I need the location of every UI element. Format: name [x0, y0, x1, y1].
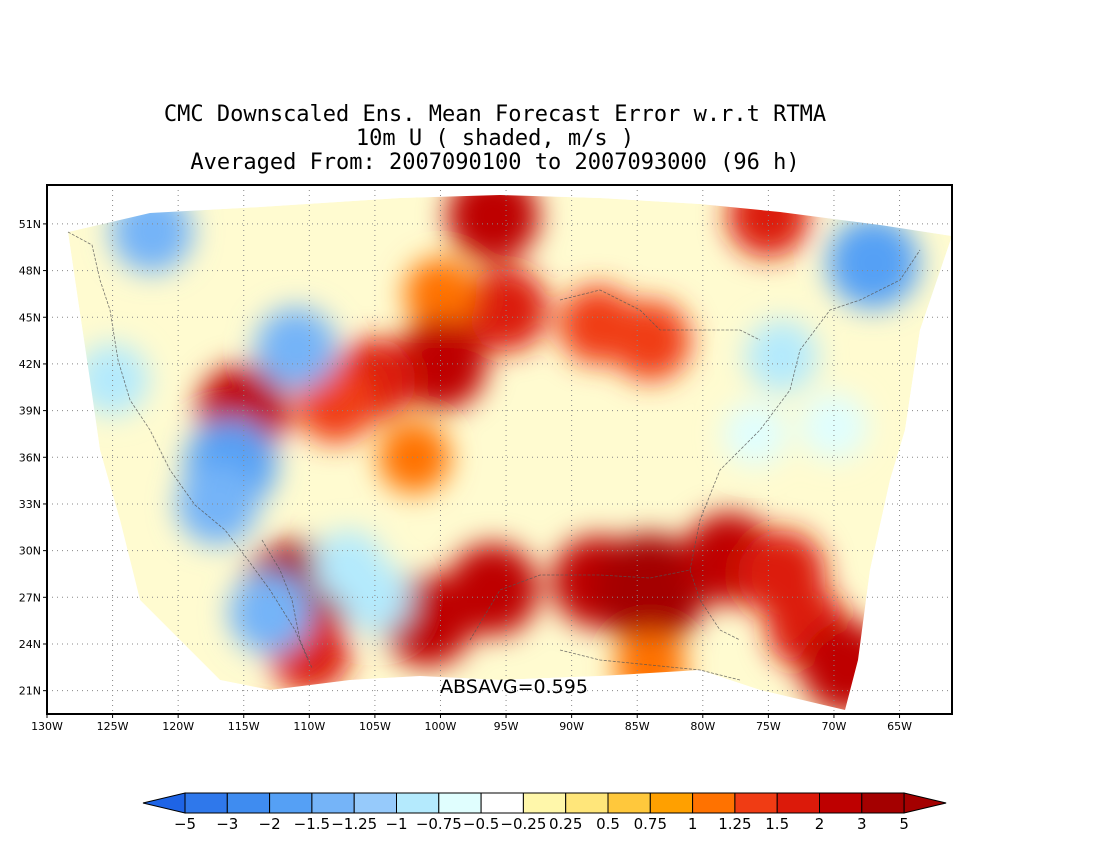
colorbar-label: −1.5	[294, 815, 330, 833]
title-line-3: Averaged From: 2007090100 to 2007093000 …	[190, 150, 800, 175]
colorbar-box	[522, 792, 567, 814]
colorbar-label: 5	[899, 815, 909, 833]
colorbar-box	[311, 792, 355, 814]
colorbar-box	[649, 792, 694, 814]
field-blob	[723, 401, 788, 466]
lat-tick-label: 48N	[19, 265, 41, 278]
lon-tick-label: 95W	[494, 720, 519, 733]
lon-tick-label: 90W	[559, 720, 584, 733]
colorbar-label: −5	[174, 815, 196, 833]
caribbean-line	[559, 649, 741, 681]
title-line-1: CMC Downscaled Ens. Mean Forecast Error …	[163, 102, 827, 127]
colorbar-label: 3	[857, 815, 867, 833]
colorbar-label: 0.5	[596, 815, 620, 833]
lon-tick-label: 115W	[228, 720, 260, 733]
lat-tick-label: 21N	[19, 685, 41, 698]
field-blob	[404, 257, 477, 330]
lon-tick-label: 100W	[425, 720, 457, 733]
absavg-label: ABSAVG=0.595	[440, 676, 588, 698]
field-blob	[228, 571, 311, 654]
map-frame	[46, 184, 953, 715]
west-coast-line	[67, 231, 309, 661]
lat-tick-label: 30N	[19, 545, 41, 558]
lat-tick-label: 36N	[19, 451, 41, 464]
colorbar-box	[776, 792, 821, 814]
great-lakes-line	[559, 289, 761, 341]
gulf-coast-line	[469, 569, 741, 641]
coastlines	[67, 231, 921, 681]
field-blob	[378, 421, 451, 494]
colorbar-label: −2	[259, 815, 281, 833]
east-coast-line	[689, 249, 921, 571]
colorbar-label: −0.75	[416, 815, 462, 833]
field-blob	[727, 195, 810, 258]
lat-tick-label: 51N	[19, 218, 41, 231]
field-blob	[610, 300, 691, 381]
lon-tick-label: 75W	[756, 720, 781, 733]
colorbar-box	[819, 792, 863, 814]
colorbar-box	[226, 792, 271, 814]
colorbar-label: 1.5	[765, 815, 789, 833]
field-blob	[594, 533, 707, 646]
colorbar-box	[184, 792, 228, 814]
colorbar-box	[396, 792, 440, 814]
field-blob	[800, 392, 868, 460]
lat-tick-label: 27N	[19, 591, 41, 604]
colorbar-box	[565, 792, 609, 814]
colorbar-box	[692, 792, 736, 814]
lat-tick-label: 45N	[19, 311, 41, 324]
lon-tick-label: 130W	[31, 720, 63, 733]
colorbar-arrow-left	[142, 792, 186, 814]
lon-tick-label: 70W	[822, 720, 847, 733]
lat-tick-label: 33N	[19, 498, 41, 511]
colorbar-label: 0.75	[634, 815, 667, 833]
colorbar-label: 2	[815, 815, 825, 833]
field-blob	[338, 561, 411, 634]
longitude-labels: 130W 125W 120W 115W 110W 105W 100W 95W 90W 85W 80W…	[31, 714, 912, 733]
colorbar: −5 −3 −2 −1.5 −1.25 −1 −0.75 −0.5 −0.25 0.25 0.5 0.…	[142, 792, 947, 833]
lat-tick-label: 24N	[19, 638, 41, 651]
field-blob	[801, 621, 894, 710]
colorbar-label: 1.25	[718, 815, 751, 833]
colorbar-box	[607, 792, 651, 814]
field-blob	[827, 216, 920, 309]
colorbar-label: 0.25	[549, 815, 582, 833]
colorbar-box	[861, 792, 905, 814]
lon-tick-label: 85W	[625, 720, 650, 733]
lat-tick-label: 42N	[19, 358, 41, 371]
colorbar-box	[734, 792, 778, 814]
field-blob	[464, 267, 549, 352]
colorbar-label: −0.25	[500, 815, 546, 833]
colorbar-label: −0.5	[463, 815, 499, 833]
colorbar-label: −3	[216, 815, 238, 833]
field-blob	[110, 195, 193, 273]
lon-tick-label: 65W	[887, 720, 912, 733]
field-blob	[76, 343, 149, 416]
field-blob	[446, 195, 539, 263]
colorbar-box	[353, 792, 398, 814]
colorbar-label: −1	[385, 815, 407, 833]
lon-tick-label: 120W	[162, 720, 194, 733]
field-blob	[255, 307, 338, 390]
lon-tick-label: 105W	[359, 720, 391, 733]
latitude-labels: 51N 48N 45N 42N 39N 36N 33N 30N 27N 24N 21N	[19, 218, 47, 698]
colorbar-arrow-right	[903, 792, 947, 814]
colorbar-label: −1.25	[331, 815, 377, 833]
colorbar-box	[438, 792, 482, 814]
field-blob	[394, 317, 487, 410]
shaded-field	[68, 195, 952, 710]
lat-tick-label: 39N	[19, 405, 41, 418]
field-blob	[745, 320, 818, 393]
lat-lon-grid	[46, 185, 952, 714]
colorbar-box	[269, 792, 313, 814]
title-line-2: 10m U ( shaded, m/s )	[355, 126, 635, 151]
lon-tick-label: 80W	[690, 720, 715, 733]
baja-coast-line	[261, 539, 313, 669]
colorbar-label: 1	[688, 815, 698, 833]
colorbar-box	[480, 792, 524, 814]
lon-tick-label: 125W	[97, 720, 129, 733]
lon-tick-label: 110W	[293, 720, 325, 733]
